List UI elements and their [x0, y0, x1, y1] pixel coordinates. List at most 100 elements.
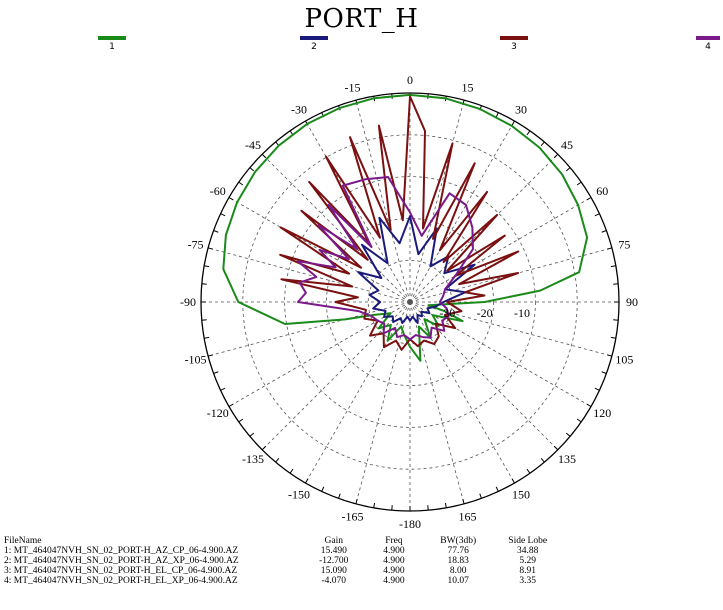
grid-ring-4 [242, 134, 578, 470]
header-filename: FileName [4, 536, 42, 546]
angle-tick-mark [228, 403, 234, 407]
polar-plot: 0 15 30 45 60 75 90 105 120 135 150 165 -180 -165 -150… [180, 73, 638, 530]
angle-tick-mark [261, 153, 267, 159]
angle-tick-mark [373, 502, 376, 508]
grid-spoke [409, 100, 465, 303]
angle-tick-mark [495, 486, 499, 492]
table-row: 3: MT_464047NVH_SN_02_PORT-H_EL_CP_06-4.… [4, 566, 564, 576]
grid-spoke [305, 120, 411, 303]
cell-bw: 18.83 [447, 556, 469, 566]
grid-spoke [409, 120, 515, 303]
angle-tick-mark [606, 247, 613, 250]
angle-tick-label: 135 [558, 452, 576, 466]
angle-tick-label: 105 [615, 352, 633, 366]
angle-tick-mark [606, 354, 613, 357]
angle-tick-mark [511, 120, 515, 126]
angle-tick-mark [213, 230, 219, 233]
angle-tick-mark [204, 336, 210, 339]
angle-tick-mark [305, 478, 309, 484]
legend-swatch-3 [500, 36, 528, 40]
angle-tick-mark [526, 130, 531, 136]
angle-tick-label: 90 [626, 295, 638, 309]
angle-tick-mark [204, 265, 210, 268]
grid-spoke [409, 301, 559, 451]
angle-tick-mark [207, 247, 214, 250]
angle-tick-mark [495, 112, 499, 118]
legend-label-2: 2 [311, 42, 317, 52]
angle-tick-mark [565, 432, 571, 437]
angle-tick-mark [586, 197, 592, 201]
cell-side-lobe: 8.91 [519, 566, 536, 576]
angle-tick-label: 150 [512, 487, 530, 501]
angle-tick-label: -180 [399, 517, 421, 530]
angle-tick-mark [540, 141, 545, 147]
angle-tick-mark [249, 432, 255, 437]
cell-freq: 4.900 [383, 546, 405, 556]
radial-tick-label: -20 [477, 306, 493, 320]
grid-ring-3 [284, 176, 536, 428]
legend-swatch-2 [300, 36, 328, 40]
cell-freq: 4.900 [383, 566, 405, 576]
grid-spoke [261, 153, 411, 303]
tick-labels: 0 15 30 45 60 75 90 105 120 135 150 165 -180 -165 -150… [180, 73, 638, 530]
angle-tick-label: -30 [291, 103, 307, 117]
cell-side-lobe: 3.35 [519, 576, 536, 586]
grid-spoke [355, 100, 411, 303]
grid-spoke [409, 301, 465, 504]
angle-tick-mark [213, 371, 219, 374]
cell-filename: 4: MT_464047NVH_SN_02_PORT-H_EL_XP_06-4.… [4, 576, 238, 586]
angle-tick-label: -150 [288, 487, 310, 501]
angle-tick-label: -90 [180, 295, 196, 309]
angle-tick-mark [553, 153, 559, 159]
angle-tick-label: 15 [461, 81, 473, 95]
cell-side-lobe: 5.29 [519, 556, 536, 566]
polar-grid [200, 92, 620, 512]
table-row: 4: MT_464047NVH_SN_02_PORT-H_EL_XP_06-4.… [4, 576, 564, 586]
angle-tick-label: 165 [458, 509, 476, 523]
grid-spoke [261, 301, 411, 451]
angle-tick-mark [289, 468, 294, 474]
chart-title: PORT_H [304, 4, 419, 34]
angle-tick-label: -120 [207, 406, 229, 420]
angle-tick-label: 60 [596, 184, 608, 198]
cell-filename: 2: MT_464047NVH_SN_02_PORT-H_AZ_XP_06-4.… [4, 556, 239, 566]
angle-tick-mark [526, 468, 531, 474]
angle-tick-label: 120 [593, 406, 611, 420]
angle-tick-mark [238, 181, 244, 186]
header-gain: Gain [324, 536, 343, 546]
angle-tick-mark [355, 498, 358, 505]
grid-spoke [208, 301, 411, 357]
angle-tick-mark [207, 354, 214, 357]
series-layer [222, 93, 589, 362]
angle-tick-label: -105 [185, 352, 207, 366]
table-row: 1: MT_464047NVH_SN_02_PORT-H_AZ_CP_06-4.… [4, 546, 564, 556]
table-row: 2: MT_464047NVH_SN_02_PORT-H_AZ_XP_06-4.… [4, 556, 564, 566]
angle-tick-mark [610, 336, 616, 339]
file-table: FileName Gain Freq BW(3db) Side Lobe 1: … [4, 536, 564, 586]
angle-tick-mark [321, 486, 325, 492]
legend-label-3: 3 [511, 42, 517, 52]
angle-tick-label: -45 [245, 138, 261, 152]
angle-tick-label: -15 [345, 81, 361, 95]
legend-swatch-4 [696, 36, 720, 40]
cell-gain: 15.490 [320, 546, 347, 556]
legend-entry-1: 1 [92, 36, 132, 52]
angle-tick-mark [220, 213, 226, 217]
angle-tick-label: -60 [210, 184, 226, 198]
angle-tick-mark [511, 478, 515, 484]
grid-spoke [409, 301, 515, 484]
series-1-trace [222, 93, 589, 362]
header-bw: BW(3db) [440, 536, 477, 546]
angle-tick-mark [594, 387, 600, 391]
angle-tick-mark [275, 457, 280, 463]
angle-tick-label: 75 [618, 238, 630, 252]
header-side-lobe: Side Lobe [508, 536, 548, 546]
angle-tick-label: 45 [561, 138, 573, 152]
legend-swatch-1 [98, 36, 126, 40]
angle-tick-mark [565, 167, 571, 172]
cell-freq: 4.900 [383, 556, 405, 566]
angle-tick-mark [462, 498, 465, 505]
angle-tick-mark [228, 197, 234, 201]
angle-tick-mark [553, 445, 559, 451]
cell-bw: 77.76 [447, 546, 469, 556]
